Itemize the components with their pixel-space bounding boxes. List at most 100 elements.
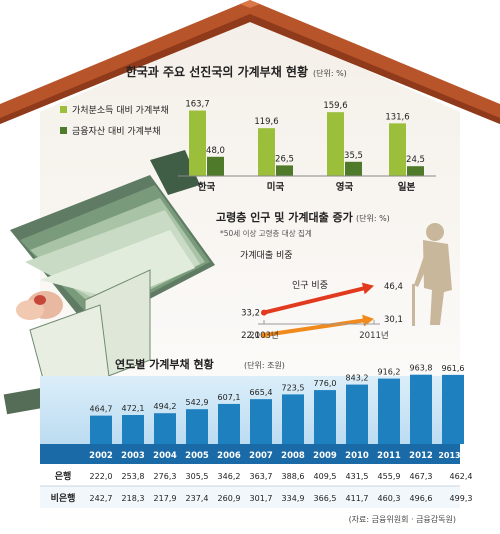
year-label-8: 2010: [345, 451, 369, 461]
aging-line-0: [263, 285, 367, 315]
table-cell-1-8: 411,7: [346, 494, 369, 503]
country-bar-0-1: [207, 156, 224, 176]
table-cell-0-7: 409,5: [314, 472, 337, 481]
year-bar-2: [154, 413, 176, 444]
year-bar-label-1: 472,1: [122, 404, 145, 413]
country-bar-0-0: [189, 110, 206, 176]
country-category-0: 한국: [198, 181, 216, 193]
aging-x-label-2011: 2011년: [359, 330, 388, 341]
table-cell-0-10: 467,3: [410, 472, 433, 481]
year-bar-label-2: 494,2: [154, 402, 177, 411]
aging-end-label-1: 30,1: [384, 315, 403, 325]
table-cell-1-2: 217,9: [154, 494, 177, 503]
year-bar-1: [122, 415, 144, 444]
year-label-10: 2012: [409, 451, 433, 461]
country-bar-2-1: [345, 161, 362, 176]
legend-swatch-financial: [60, 127, 67, 134]
table-cell-1-6: 334,9: [282, 494, 305, 503]
table-cell-1-9: 460,3: [378, 494, 401, 503]
year-bar-11: [442, 374, 464, 444]
aging-series-name-1: 인구 비중: [292, 280, 328, 291]
table-cell-1-1: 218,3: [122, 494, 145, 503]
aging-chart-note: *50세 이상 고령층 대상 집계: [220, 228, 312, 238]
year-bar-4: [218, 403, 240, 444]
table-cell-0-9: 455,9: [378, 472, 401, 481]
table-cell-0-2: 276,3: [154, 472, 177, 481]
yearly-chart-unit: (단위: 조원): [244, 360, 285, 370]
country-bar-label-2-0: 159,6: [323, 101, 347, 111]
year-bar-6: [282, 394, 304, 444]
year-bar-label-9: 916,2: [378, 368, 401, 377]
money-stack-icon: [3, 150, 215, 415]
country-chart: 한국과 주요 선진국의 가계부채 현황 (단위: %) 가처분소득 대비 가계부…: [60, 64, 436, 193]
year-label-11: 2013년 3월: [438, 450, 483, 460]
table-cell-0-1: 253,8: [122, 472, 145, 481]
year-bar-7: [314, 390, 336, 444]
country-bar-2-0: [327, 112, 344, 176]
nonbank-row: [40, 486, 460, 508]
country-bar-label-3-0: 131,6: [385, 112, 409, 122]
aging-chart-title: 고령층 인구 및 가계대출 증가: [216, 210, 353, 224]
year-bar-8: [346, 384, 368, 444]
aging-point-0: [261, 309, 267, 316]
legend-swatch-disposable: [60, 106, 67, 113]
table-cell-1-3: 237,4: [186, 494, 209, 503]
country-bar-label-1-0: 119,6: [254, 117, 278, 127]
year-bar-label-4: 607,1: [218, 393, 241, 402]
yearly-chart-title: 연도별 가계부채 현황: [115, 357, 214, 371]
country-bar-label-3-1: 24,5: [406, 155, 425, 165]
country-bar-3-1: [407, 166, 424, 176]
table-cell-1-0: 242,7: [90, 494, 113, 503]
legend-label-financial: 금융자산 대비 가계부채: [72, 125, 161, 137]
table-cell-0-4: 346,2: [218, 472, 241, 481]
year-bar-label-10: 963,8: [410, 364, 433, 373]
table-cell-0-5: 363,7: [250, 472, 273, 481]
year-label-6: 2008: [281, 451, 305, 461]
nonbank-row-label: 비은행: [51, 492, 76, 504]
aging-x-label-2003: 2003년: [249, 330, 278, 341]
aging-start-label-1: 22,1: [241, 331, 260, 341]
table-cell-0-8: 431,5: [346, 472, 369, 481]
year-label-3: 2005: [185, 451, 209, 461]
aging-series-name-0: 가계대출 비중: [240, 249, 293, 261]
country-category-1: 미국: [267, 181, 285, 193]
year-label-0: 2002: [89, 451, 113, 461]
table-cell-0-11: 462,4: [450, 472, 473, 481]
country-bar-label-1-1: 26,5: [275, 154, 294, 164]
table-cell-1-5: 301,7: [250, 494, 273, 503]
table-cell-0-3: 305,5: [186, 472, 209, 481]
country-category-2: 영국: [336, 181, 354, 193]
year-bar-3: [186, 409, 208, 444]
aging-chart: 고령층 인구 및 가계대출 증가 (단위: %) *50세 이상 고령층 대상 …: [216, 210, 403, 341]
aging-end-label-0: 46,4: [384, 282, 403, 292]
aging-line-1: [263, 318, 367, 338]
year-bar-9: [378, 378, 400, 444]
table-cell-1-10: 496,6: [410, 494, 433, 503]
year-bar-label-11: 961,6: [442, 364, 465, 373]
country-bar-label-0-0: 163,7: [185, 100, 209, 110]
year-bar-10: [410, 374, 432, 444]
year-label-5: 2007: [249, 451, 273, 461]
year-bar-label-3: 542,9: [186, 398, 209, 407]
table-cell-0-6: 388,6: [282, 472, 305, 481]
bank-row: [40, 464, 460, 486]
yearly-chart: 연도별 가계부채 현황 (단위: 조원) 464,7 472,1 494,2 542,…: [40, 357, 484, 524]
country-bar-3-0: [389, 123, 406, 176]
legend-label-disposable: 가처분소득 대비 가계부채: [72, 104, 169, 116]
aging-start-label-0: 33,2: [241, 309, 260, 319]
country-bar-1-0: [258, 128, 275, 176]
aging-arrow-1: [362, 314, 374, 327]
year-label-2: 2004: [153, 451, 177, 461]
roof-icon: [0, 0, 500, 124]
country-bar-label-0-1: 48,0: [206, 146, 225, 156]
aging-chart-unit: (단위: %): [356, 213, 390, 223]
elderly-person-icon: [412, 223, 452, 326]
year-bar-label-7: 776,0: [314, 379, 337, 388]
year-label-9: 2011: [377, 451, 401, 461]
year-label-1: 2003: [121, 451, 145, 461]
year-label-7: 2009: [313, 451, 337, 461]
year-label-4: 2006: [217, 451, 241, 461]
year-bar-label-0: 464,7: [90, 405, 113, 414]
year-header-row: [40, 444, 460, 464]
